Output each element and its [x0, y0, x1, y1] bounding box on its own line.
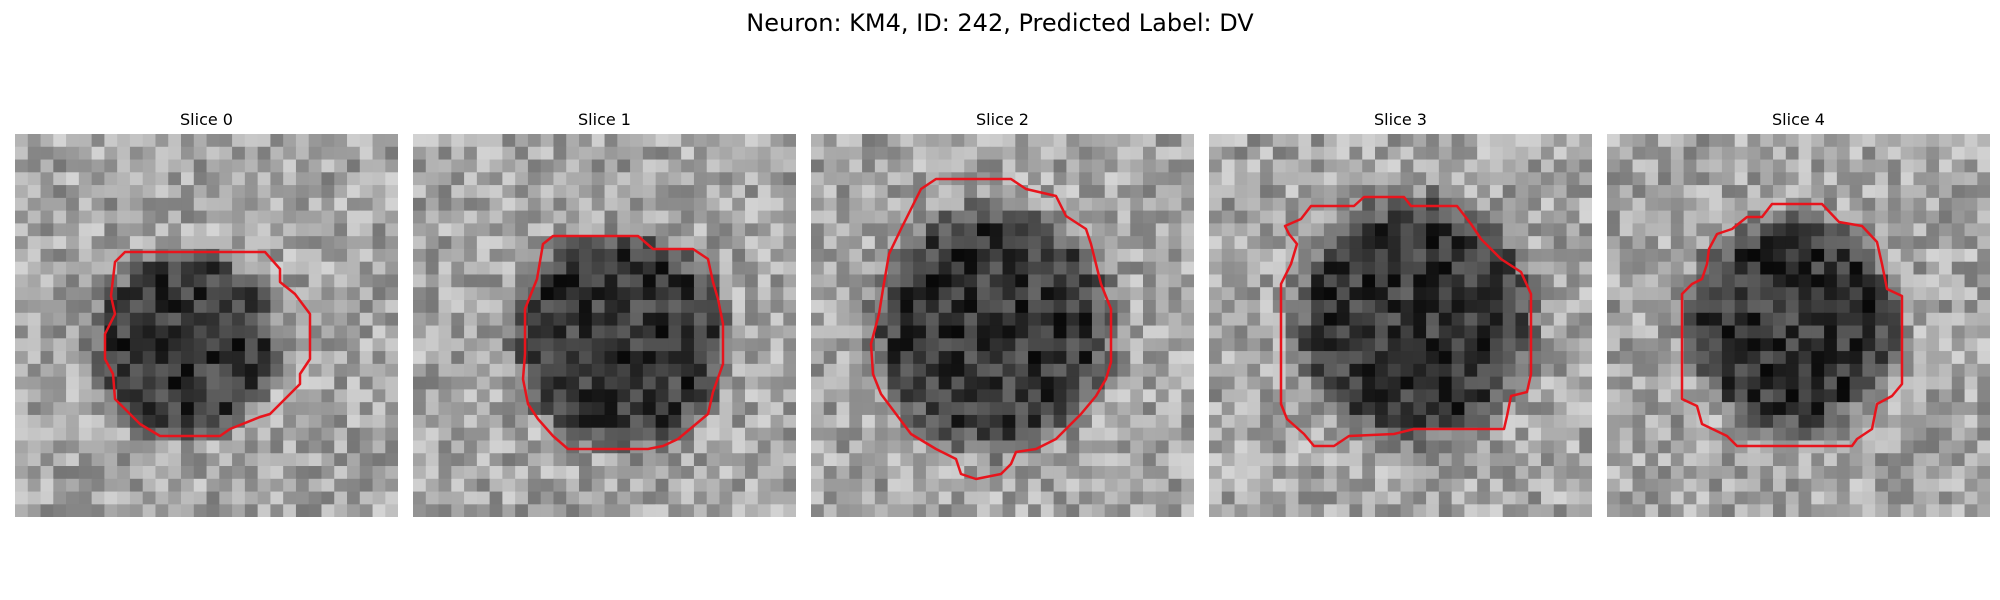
slice-title-2: Slice 2	[976, 110, 1029, 129]
slice-image-2	[811, 134, 1194, 517]
slice-image-0	[15, 134, 398, 517]
roi-contour	[521, 234, 725, 451]
slice-image-4	[1607, 134, 1990, 517]
roi-contour	[869, 177, 1113, 481]
slice-title-1: Slice 1	[578, 110, 631, 129]
pixel-grid	[15, 134, 398, 517]
pixel-grid	[811, 134, 1194, 517]
pixel-grid	[1209, 134, 1592, 517]
slice-title-0: Slice 0	[180, 110, 233, 129]
slice-title-3: Slice 3	[1374, 110, 1427, 129]
slice-panel-4: Slice 4	[1607, 110, 1990, 517]
roi-contour	[1279, 195, 1533, 448]
roi-contour	[103, 250, 312, 438]
slice-image-1	[413, 134, 796, 517]
figure-title: Neuron: KM4, ID: 242, Predicted Label: D…	[746, 9, 1254, 37]
slice-panel-1: Slice 1	[413, 110, 796, 517]
slice-panel-3: Slice 3	[1209, 110, 1592, 517]
pixel-grid	[1607, 134, 1990, 517]
pixel-grid	[413, 134, 796, 517]
roi-contour	[1680, 202, 1904, 448]
slice-title-4: Slice 4	[1772, 110, 1825, 129]
slice-panel-2: Slice 2	[811, 110, 1194, 517]
slice-image-3	[1209, 134, 1592, 517]
slice-panel-0: Slice 0	[15, 110, 398, 517]
